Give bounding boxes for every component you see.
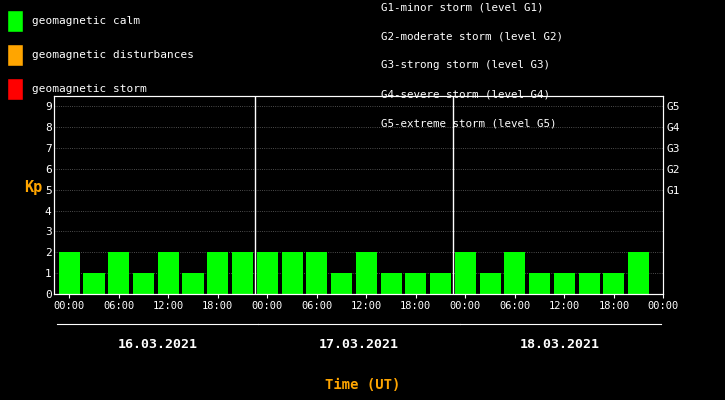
- Bar: [232, 252, 253, 294]
- Bar: [59, 252, 80, 294]
- Bar: [108, 252, 129, 294]
- Y-axis label: Kp: Kp: [25, 180, 43, 195]
- Text: geomagnetic calm: geomagnetic calm: [32, 16, 140, 26]
- Bar: [381, 273, 402, 294]
- Bar: [83, 273, 104, 294]
- Text: G5-extreme storm (level G5): G5-extreme storm (level G5): [381, 119, 556, 129]
- Bar: [628, 252, 649, 294]
- Bar: [430, 273, 451, 294]
- Bar: [405, 273, 426, 294]
- Bar: [529, 273, 550, 294]
- Bar: [331, 273, 352, 294]
- Text: G1-minor storm (level G1): G1-minor storm (level G1): [381, 2, 543, 12]
- Text: geomagnetic storm: geomagnetic storm: [32, 84, 146, 94]
- Bar: [281, 252, 302, 294]
- Text: geomagnetic disturbances: geomagnetic disturbances: [32, 50, 194, 60]
- Bar: [479, 273, 500, 294]
- Bar: [603, 273, 624, 294]
- Bar: [579, 273, 600, 294]
- Bar: [133, 273, 154, 294]
- Text: 16.03.2021: 16.03.2021: [117, 338, 197, 351]
- Text: G2-moderate storm (level G2): G2-moderate storm (level G2): [381, 31, 563, 41]
- Bar: [356, 252, 377, 294]
- Text: 18.03.2021: 18.03.2021: [521, 338, 600, 351]
- Text: G3-strong storm (level G3): G3-strong storm (level G3): [381, 60, 550, 70]
- Bar: [158, 252, 179, 294]
- Text: Time (UT): Time (UT): [325, 378, 400, 392]
- Bar: [183, 273, 204, 294]
- Bar: [306, 252, 327, 294]
- Text: G4-severe storm (level G4): G4-severe storm (level G4): [381, 90, 550, 100]
- Bar: [455, 252, 476, 294]
- Bar: [505, 252, 526, 294]
- Text: 17.03.2021: 17.03.2021: [319, 338, 399, 351]
- Bar: [207, 252, 228, 294]
- Bar: [257, 252, 278, 294]
- Bar: [554, 273, 575, 294]
